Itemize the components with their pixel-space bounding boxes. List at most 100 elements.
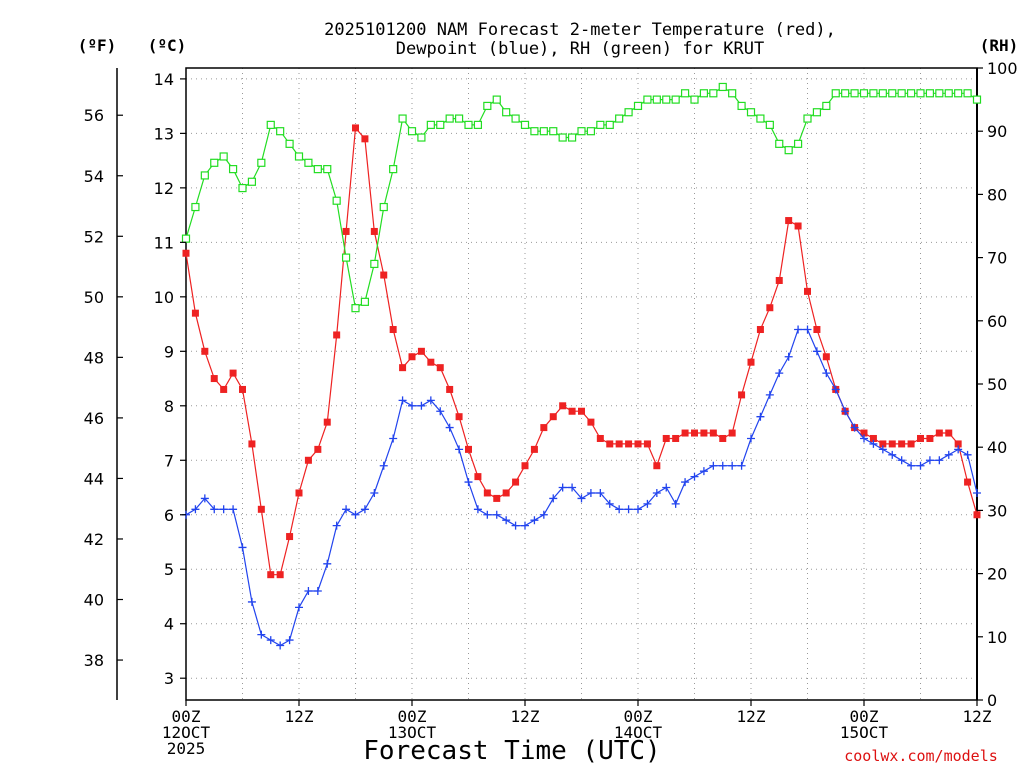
fahrenheit-tick-label: 56 <box>84 106 104 125</box>
dewpoint-point <box>577 494 586 503</box>
x-tick-label: 14OCT <box>614 723 663 742</box>
temperature-point <box>295 489 303 497</box>
rh-point <box>897 89 906 98</box>
rh-point <box>323 165 332 174</box>
dewpoint-point <box>351 510 360 519</box>
fahrenheit-tick-label: 48 <box>84 348 104 367</box>
rh-point <box>784 146 793 155</box>
celsius-tick-label: 5 <box>164 560 174 579</box>
x-tick-label: 15OCT <box>840 723 889 742</box>
series-temperature <box>182 124 981 579</box>
dewpoint-point <box>276 641 285 650</box>
temperature-point <box>389 326 397 334</box>
temperature-point <box>191 309 199 317</box>
temperature-point <box>860 429 868 437</box>
series-rh <box>181 82 982 313</box>
x-tick-label: 2025 <box>167 739 206 758</box>
temperature-point <box>201 347 209 355</box>
rh-point <box>803 114 812 123</box>
rh-point <box>341 253 351 262</box>
temperature-point <box>907 440 915 448</box>
dewpoint-point <box>342 505 351 514</box>
dewpoint-point <box>586 488 595 497</box>
temperature-point <box>700 429 708 437</box>
dewpoint-point <box>436 407 445 416</box>
rh-tick-label: 10 <box>987 628 1007 647</box>
dewpoint-point <box>332 521 341 530</box>
rh-point <box>407 127 417 136</box>
fahrenheit-tick-label: 52 <box>84 227 104 246</box>
rh-point <box>417 133 426 142</box>
temperature-point <box>455 413 463 421</box>
dewpoint-point <box>747 434 755 443</box>
dewpoint-point <box>549 494 558 503</box>
temperature-point <box>606 440 614 448</box>
dewpoint-point <box>634 505 642 514</box>
x-tick-label: 13OCT <box>388 723 437 742</box>
dewpoint-point <box>417 401 426 410</box>
dewpoint-point <box>389 434 398 443</box>
dewpoint-point <box>652 488 661 497</box>
rh-point <box>954 89 963 98</box>
rh-point <box>925 89 935 98</box>
dewpoint-point <box>210 505 219 514</box>
temperature-point <box>210 375 218 383</box>
dewpoint-point <box>935 456 944 465</box>
temperature-point <box>446 385 454 393</box>
celsius-tick-label: 4 <box>164 615 174 634</box>
dewpoint-point <box>455 445 464 454</box>
rh-point <box>530 127 539 136</box>
dewpoint-point <box>756 412 765 421</box>
temperature-point <box>342 227 350 235</box>
rh-point <box>492 95 501 104</box>
series-dewpoint <box>182 325 981 650</box>
dewpoint-point <box>954 445 963 454</box>
dewpoint-point <box>812 347 821 356</box>
temperature-point <box>408 353 416 361</box>
dewpoint-point <box>794 325 803 334</box>
temperature-point <box>257 505 265 513</box>
dewpoint-point <box>681 478 690 487</box>
temperature-point <box>568 407 576 415</box>
dewpoint-point <box>709 461 718 470</box>
rh-point <box>652 95 661 104</box>
rh-point <box>850 89 859 98</box>
dewpoint-point <box>568 483 577 492</box>
celsius-tick-label: 12 <box>154 179 174 198</box>
rh-tick-label: 60 <box>987 312 1007 331</box>
grid-lines <box>186 68 977 700</box>
dewpoint-point <box>737 461 746 470</box>
dewpoint-point <box>925 456 934 465</box>
temperature-point <box>493 494 501 502</box>
dewpoint-point <box>718 461 727 470</box>
dewpoint-point <box>247 597 256 606</box>
temperature-point <box>691 429 698 437</box>
rh-point <box>888 89 897 98</box>
temperature-point <box>530 445 538 453</box>
temperature-point <box>323 418 331 426</box>
temperature-point <box>954 440 962 448</box>
dewpoint-point <box>944 450 953 459</box>
dewpoint-point <box>643 499 652 508</box>
rh-point <box>257 158 266 167</box>
celsius-tick-label: 14 <box>154 70 174 89</box>
rh-point <box>944 89 953 98</box>
rh-point <box>916 89 925 98</box>
x-tick-label: 00Z <box>398 707 427 726</box>
temperature-point <box>653 462 661 470</box>
temperature-point <box>521 462 529 470</box>
temperature-point <box>380 271 388 279</box>
rh-tick-label: 90 <box>987 122 1007 141</box>
celsius-unit-label: (ºC) <box>148 36 187 55</box>
temperature-point <box>483 489 491 497</box>
temperature-point <box>596 434 604 442</box>
temperature-point <box>973 511 981 519</box>
dewpoint-point <box>662 483 671 492</box>
dewpoint-point <box>323 559 332 568</box>
rh-point <box>210 158 219 167</box>
rh-point <box>238 183 247 193</box>
rh-point <box>436 120 445 129</box>
rh-point <box>577 127 586 136</box>
temperature-point <box>314 445 322 453</box>
temperature-point <box>813 326 821 334</box>
